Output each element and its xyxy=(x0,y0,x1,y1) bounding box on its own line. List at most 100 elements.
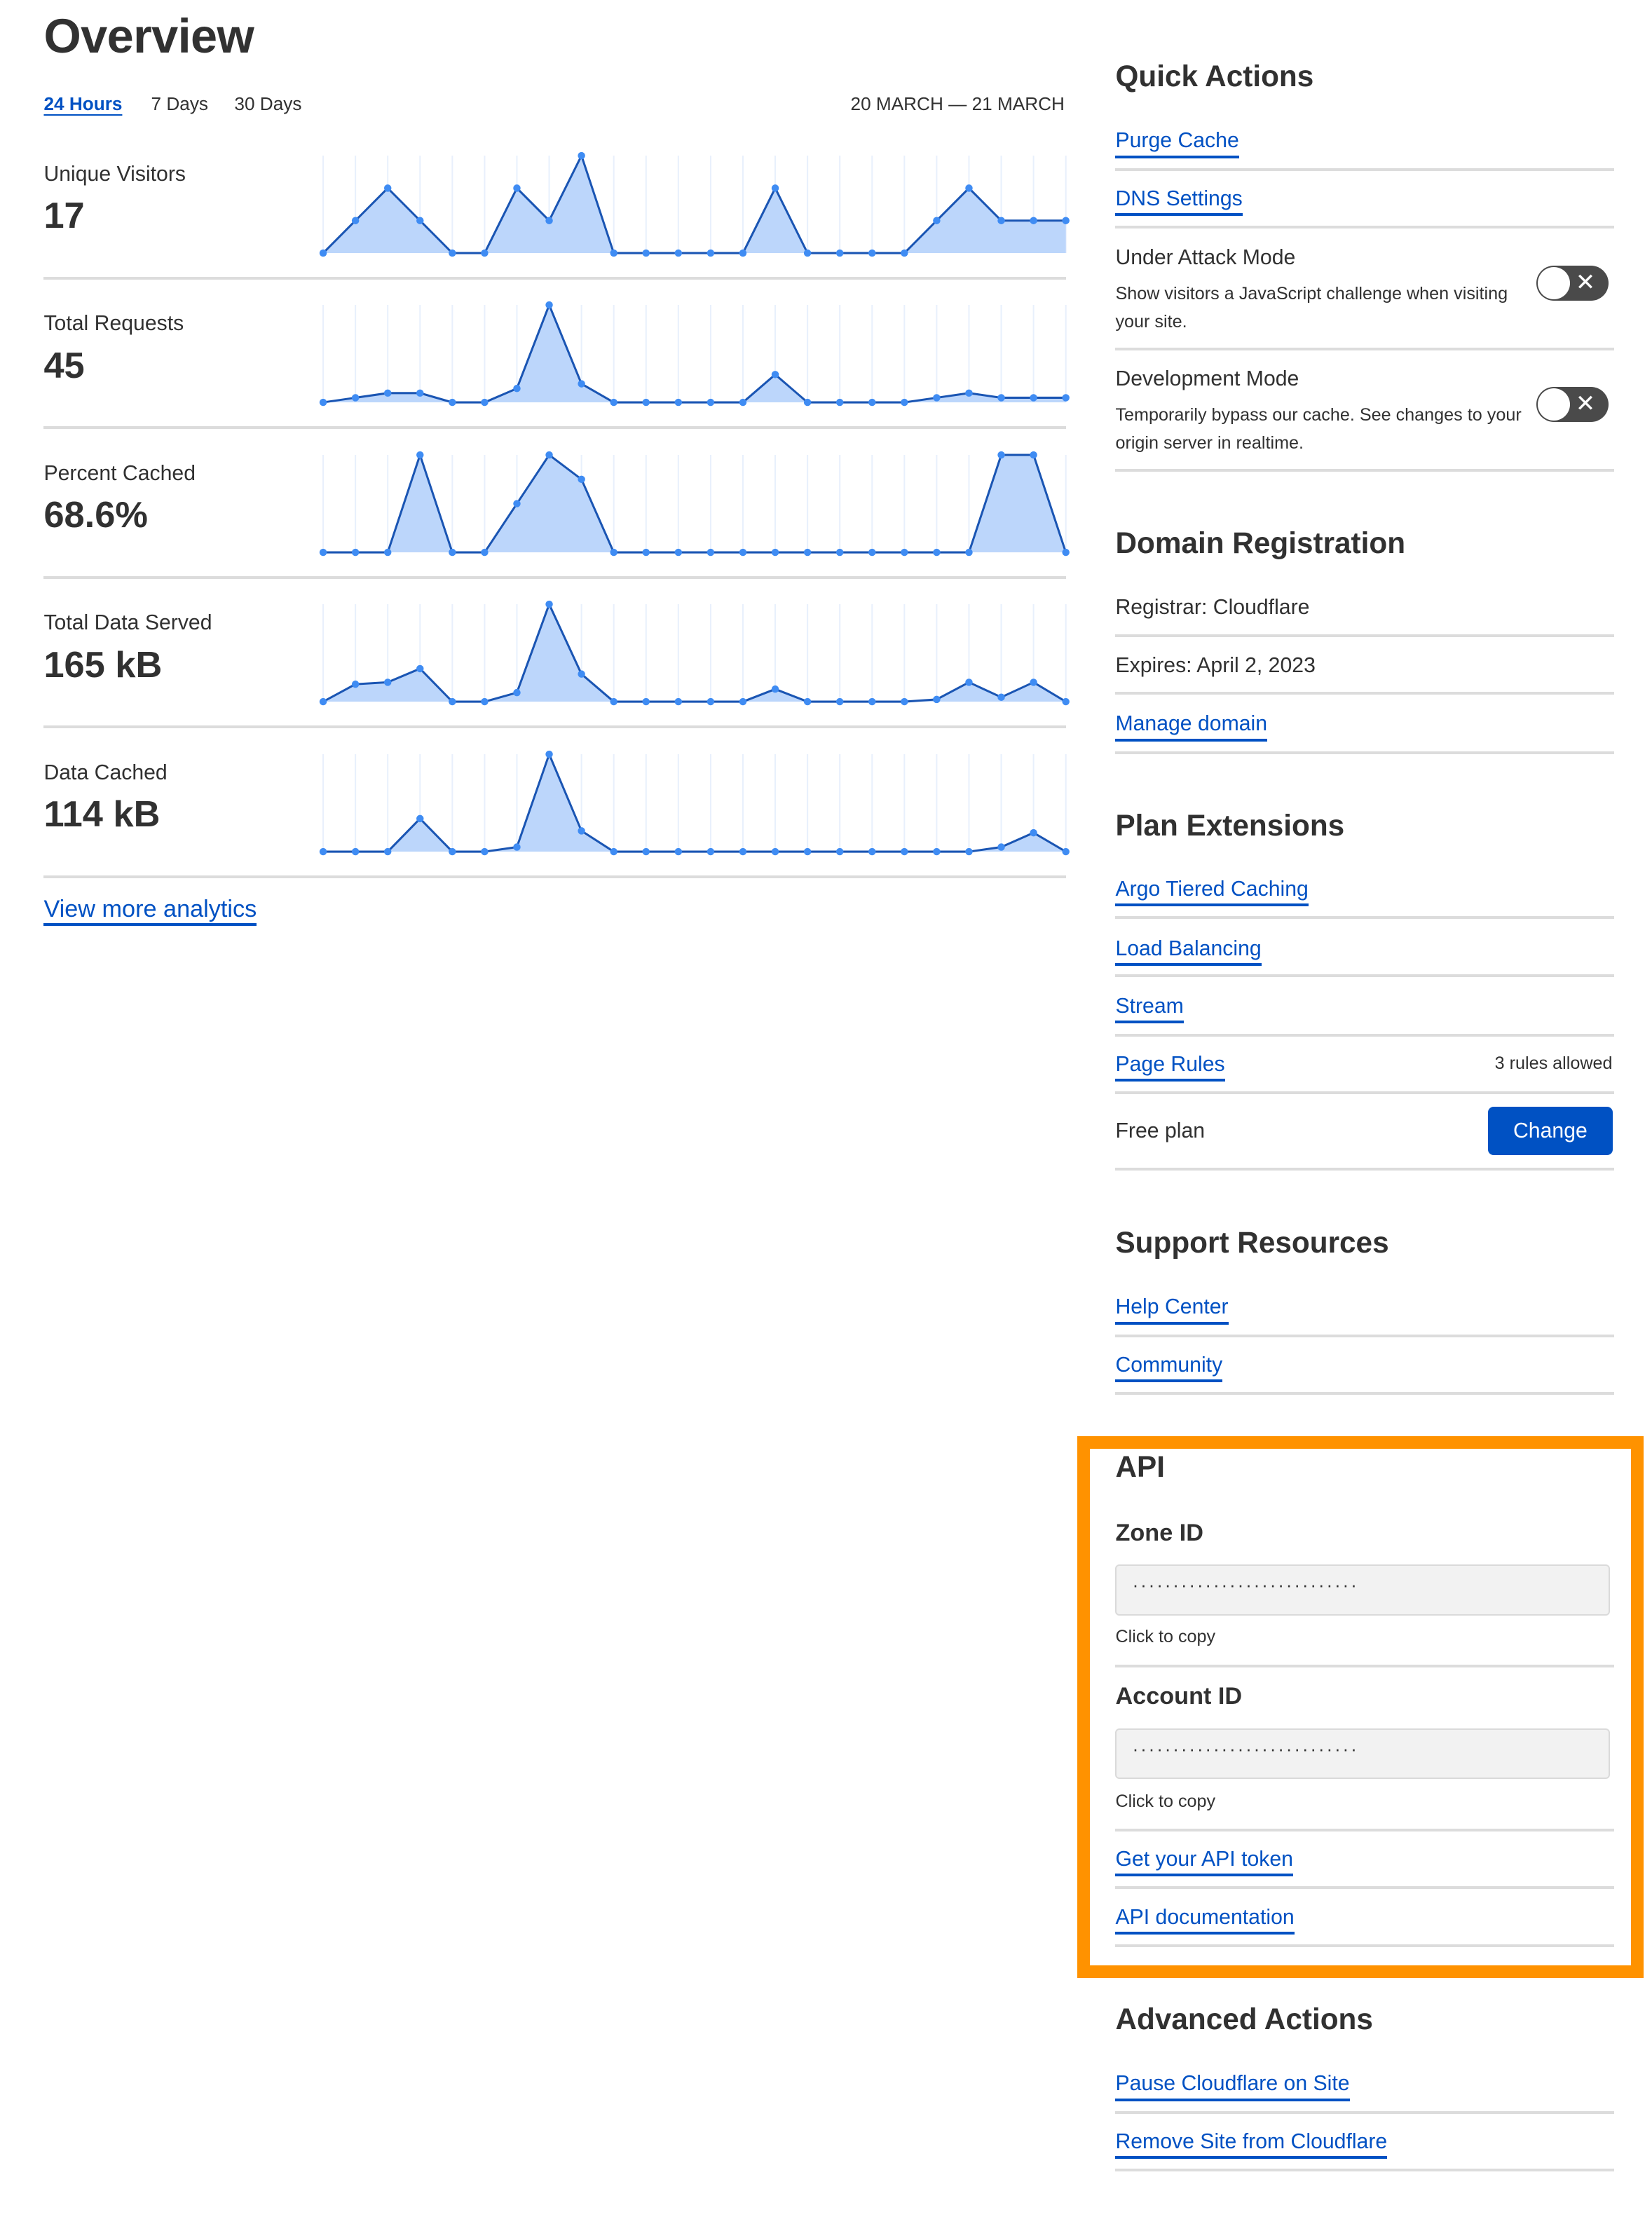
data-point[interactable] xyxy=(965,389,973,397)
data-point[interactable] xyxy=(804,697,812,706)
data-point[interactable] xyxy=(933,394,941,402)
data-point[interactable] xyxy=(384,389,392,397)
data-point[interactable] xyxy=(997,693,1006,702)
data-point[interactable] xyxy=(739,548,747,556)
data-point[interactable] xyxy=(1062,217,1070,224)
data-point[interactable] xyxy=(449,249,456,257)
data-point[interactable] xyxy=(739,398,747,407)
data-point[interactable] xyxy=(481,697,489,706)
data-point[interactable] xyxy=(352,217,360,224)
data-point[interactable] xyxy=(868,697,876,706)
data-point[interactable] xyxy=(868,398,876,407)
data-point[interactable] xyxy=(416,814,424,822)
data-point[interactable] xyxy=(320,697,327,706)
data-point[interactable] xyxy=(706,249,715,257)
data-point[interactable] xyxy=(352,548,360,556)
data-point[interactable] xyxy=(804,249,812,257)
data-point[interactable] xyxy=(965,184,973,192)
data-point[interactable] xyxy=(610,847,618,855)
data-point[interactable] xyxy=(384,678,392,686)
data-point[interactable] xyxy=(449,847,456,855)
data-point[interactable] xyxy=(545,750,554,758)
data-point[interactable] xyxy=(642,398,650,407)
data-point[interactable] xyxy=(901,398,908,407)
data-point[interactable] xyxy=(578,826,586,835)
pause-cloudflare-link[interactable]: Pause Cloudflare on Site xyxy=(1115,2071,1350,2101)
data-point[interactable] xyxy=(642,697,650,706)
data-point[interactable] xyxy=(739,697,747,706)
data-point[interactable] xyxy=(545,600,554,608)
tab-30-days[interactable]: 30 Days xyxy=(234,93,302,114)
manage-domain-link[interactable]: Manage domain xyxy=(1115,711,1268,742)
data-point[interactable] xyxy=(642,249,650,257)
data-point[interactable] xyxy=(513,689,521,697)
data-point[interactable] xyxy=(384,847,392,855)
data-point[interactable] xyxy=(706,398,715,407)
data-point[interactable] xyxy=(836,847,844,855)
dns-settings-link[interactable]: DNS Settings xyxy=(1115,186,1243,217)
data-point[interactable] xyxy=(513,499,521,507)
data-point[interactable] xyxy=(706,548,715,556)
data-point[interactable] xyxy=(578,151,586,159)
data-point[interactable] xyxy=(320,548,327,556)
community-link[interactable]: Community xyxy=(1115,1353,1223,1383)
data-point[interactable] xyxy=(836,548,844,556)
data-point[interactable] xyxy=(868,847,876,855)
data-point[interactable] xyxy=(965,847,973,855)
data-point[interactable] xyxy=(706,697,715,706)
data-point[interactable] xyxy=(1030,451,1038,458)
remove-site-link[interactable]: Remove Site from Cloudflare xyxy=(1115,2129,1388,2160)
data-point[interactable] xyxy=(901,249,908,257)
data-point[interactable] xyxy=(481,398,489,407)
view-more-analytics-link[interactable]: View more analytics xyxy=(43,896,257,927)
under-attack-toggle[interactable]: ✕ xyxy=(1536,265,1609,301)
zone-id-field[interactable]: ···························· xyxy=(1115,1564,1610,1616)
data-point[interactable] xyxy=(997,394,1006,402)
data-point[interactable] xyxy=(901,548,908,556)
api-documentation-link[interactable]: API documentation xyxy=(1115,1905,1295,1935)
data-point[interactable] xyxy=(772,847,779,855)
data-point[interactable] xyxy=(804,398,812,407)
data-point[interactable] xyxy=(772,548,779,556)
data-point[interactable] xyxy=(772,685,779,693)
data-point[interactable] xyxy=(965,678,973,686)
data-point[interactable] xyxy=(449,398,456,407)
data-point[interactable] xyxy=(545,451,554,458)
data-point[interactable] xyxy=(836,398,844,407)
help-center-link[interactable]: Help Center xyxy=(1115,1295,1229,1325)
argo-link[interactable]: Argo Tiered Caching xyxy=(1115,877,1309,907)
data-point[interactable] xyxy=(706,847,715,855)
data-point[interactable] xyxy=(481,847,489,855)
data-point[interactable] xyxy=(997,217,1006,224)
data-point[interactable] xyxy=(868,548,876,556)
data-point[interactable] xyxy=(674,548,683,556)
data-point[interactable] xyxy=(997,842,1006,851)
data-point[interactable] xyxy=(416,451,424,458)
data-point[interactable] xyxy=(933,217,941,224)
data-point[interactable] xyxy=(513,184,521,192)
data-point[interactable] xyxy=(674,847,683,855)
data-point[interactable] xyxy=(772,184,779,192)
purge-cache-link[interactable]: Purge Cache xyxy=(1115,128,1239,158)
data-point[interactable] xyxy=(642,847,650,855)
data-point[interactable] xyxy=(513,842,521,851)
data-point[interactable] xyxy=(965,548,973,556)
change-plan-button[interactable]: Change xyxy=(1488,1107,1613,1155)
data-point[interactable] xyxy=(1062,847,1070,855)
data-point[interactable] xyxy=(901,697,908,706)
data-point[interactable] xyxy=(352,847,360,855)
data-point[interactable] xyxy=(610,398,618,407)
data-point[interactable] xyxy=(674,697,683,706)
development-mode-toggle[interactable]: ✕ xyxy=(1536,386,1609,423)
data-point[interactable] xyxy=(1030,828,1038,837)
data-point[interactable] xyxy=(352,681,360,688)
data-point[interactable] xyxy=(416,389,424,397)
data-point[interactable] xyxy=(642,548,650,556)
data-point[interactable] xyxy=(836,249,844,257)
load-balancing-link[interactable]: Load Balancing xyxy=(1115,936,1262,966)
data-point[interactable] xyxy=(610,697,618,706)
tab-7-days[interactable]: 7 Days xyxy=(151,93,209,114)
data-point[interactable] xyxy=(1062,548,1070,556)
data-point[interactable] xyxy=(836,697,844,706)
data-point[interactable] xyxy=(449,697,456,706)
